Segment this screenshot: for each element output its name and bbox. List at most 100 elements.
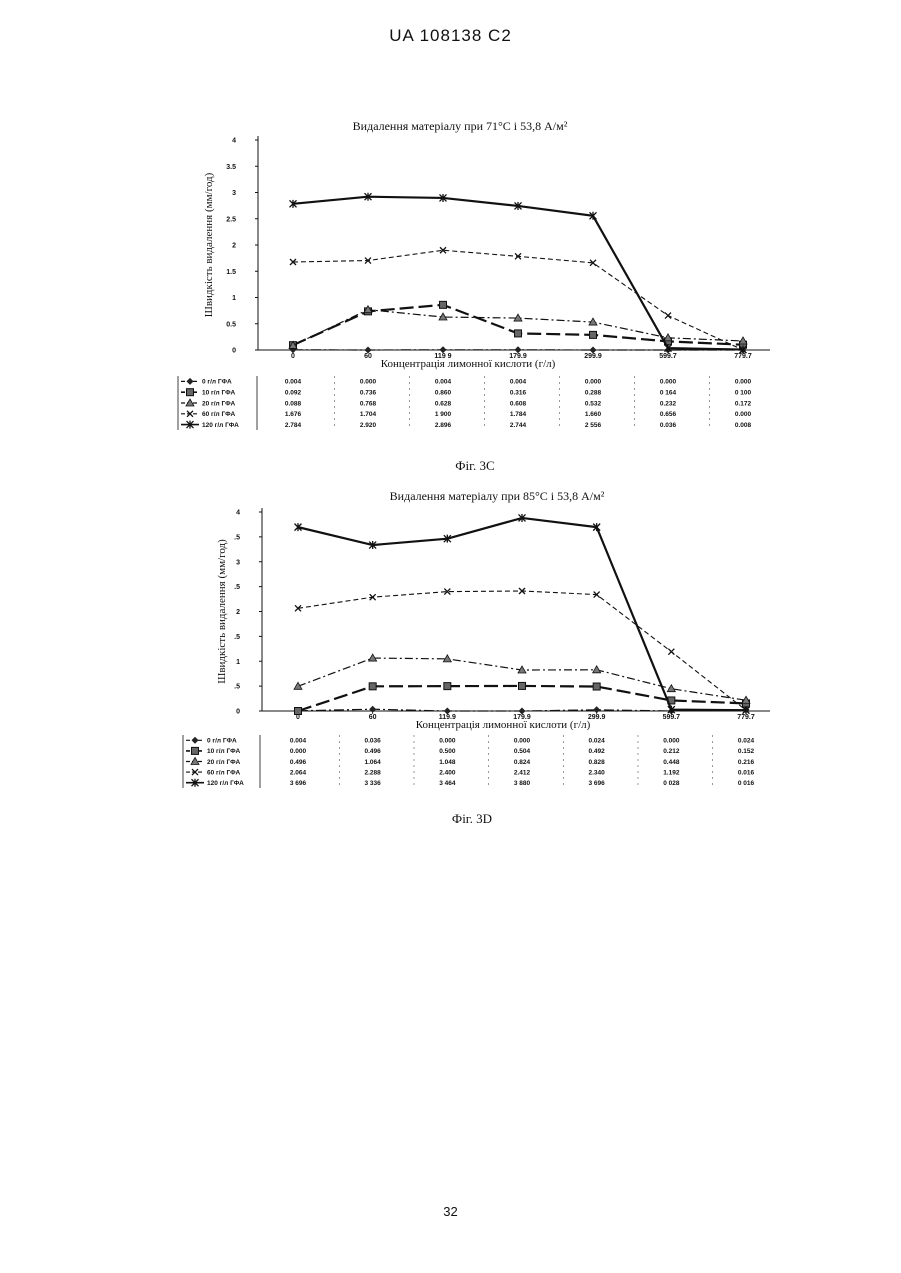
chart1-data-label: 3 336 bbox=[365, 780, 382, 787]
chart1-data-label: 0.212 bbox=[663, 748, 680, 755]
figure-3c: Видалення матеріалу при 71°C і 53,8 А/м²… bbox=[0, 100, 901, 485]
chart0-x-tick-label: 599.7 bbox=[659, 353, 677, 360]
chart0-data-label: 1.676 bbox=[285, 411, 302, 418]
chart0-data-label: 2 556 bbox=[585, 422, 602, 429]
chart0-data-label: 1 900 bbox=[435, 411, 452, 418]
chart0-x-tick-label: 779.7 bbox=[734, 353, 752, 360]
chart1-data-label: 0.036 bbox=[365, 738, 382, 745]
chart1-x-tick-label: 599.7 bbox=[663, 714, 681, 721]
chart0-y-tick-label: 0.5 bbox=[226, 321, 236, 328]
chart0-data-label: 2.744 bbox=[510, 422, 527, 429]
chart1-caption: Фіг. 3D bbox=[452, 811, 492, 826]
chart1-data-label: 0.000 bbox=[290, 748, 307, 755]
chart0-data-label: 1.784 bbox=[510, 411, 527, 418]
chart0-y-axis-label: Швидкість видалення (мм/год) bbox=[203, 172, 215, 317]
chart1-x-tick-label: 0 bbox=[296, 714, 300, 721]
chart0-data-label: 2.920 bbox=[360, 422, 377, 429]
chart0-legend-square-marker bbox=[187, 389, 194, 396]
chart1-point-square-marker bbox=[369, 683, 376, 690]
chart0-data-label: 0 100 bbox=[735, 390, 752, 397]
chart0-data-label: 1.660 bbox=[585, 411, 602, 418]
chart1-data-label: 0.500 bbox=[439, 748, 456, 755]
chart0-data-label: 0.036 bbox=[660, 422, 677, 429]
chart0-data-label: 2.784 bbox=[285, 422, 302, 429]
chart0-legend-entry: 0 г/л ГФА bbox=[181, 378, 232, 386]
chart0-data-label: 0.000 bbox=[660, 379, 677, 386]
patent-header: UA 108138 C2 bbox=[0, 26, 901, 46]
chart0-y-tick-label: 3.5 bbox=[226, 164, 236, 171]
chart0-point-triangle-marker bbox=[739, 337, 747, 344]
chart0-data-label: 0.092 bbox=[285, 390, 302, 397]
chart1-y-tick-label: .5 bbox=[234, 684, 240, 691]
chart1-point-x-marker bbox=[668, 649, 674, 655]
chart1-series-line bbox=[298, 591, 746, 710]
chart1-data-label: 2.400 bbox=[439, 769, 456, 776]
chart1-series-2 bbox=[294, 654, 750, 703]
chart1-data-label: 0.024 bbox=[589, 738, 606, 745]
chart0-x-axis-label: Концентрація лимонної кислоти (г/л) bbox=[381, 358, 556, 370]
chart0-data-label: 0.000 bbox=[585, 379, 602, 386]
chart1-data-label: 0.496 bbox=[290, 759, 307, 766]
chart1-y-tick-label: 3 bbox=[236, 559, 240, 566]
chart0-data-label: 0.000 bbox=[735, 411, 752, 418]
chart1-data-label: 0.496 bbox=[365, 748, 382, 755]
chart1-data-label: 1.192 bbox=[663, 769, 680, 776]
chart0-legend-label: 120 г/л ГФА bbox=[202, 422, 239, 429]
chart1-data-label: 3 464 bbox=[439, 780, 456, 787]
page-number: 32 bbox=[0, 1204, 901, 1219]
chart1-legend-diamond-marker bbox=[192, 737, 199, 744]
chart1-y-tick-label: 0 bbox=[236, 709, 240, 716]
chart0-y-tick-label: 2 bbox=[232, 243, 236, 250]
chart1-data-label: 0.000 bbox=[439, 738, 456, 745]
chart-3d: Видалення матеріалу при 85°C і 53,8 А/м²… bbox=[0, 480, 901, 830]
chart1-data-label: 3 696 bbox=[290, 780, 307, 787]
chart0-y-tick-label: 1 bbox=[232, 295, 236, 302]
chart0-legend-label: 10 г/л ГФА bbox=[202, 390, 236, 397]
chart1-point-square-marker bbox=[519, 682, 526, 689]
chart0-legend-entry: 120 г/л ГФА bbox=[181, 421, 239, 429]
chart1-x-tick-label: 299.9 bbox=[588, 714, 606, 721]
chart1-data-label: 1.064 bbox=[365, 759, 382, 766]
chart-3c: Видалення матеріалу при 71°C і 53,8 А/м²… bbox=[0, 100, 901, 485]
chart1-data-label: 0.492 bbox=[589, 748, 606, 755]
chart0-series-line bbox=[293, 305, 743, 345]
chart1-y-tick-label: .5 bbox=[234, 534, 240, 541]
figure-3d: Видалення матеріалу при 85°C і 53,8 А/м²… bbox=[0, 480, 901, 830]
chart1-data-label: 0.504 bbox=[514, 748, 531, 755]
chart1-series-line bbox=[298, 518, 746, 710]
chart1-data-label: 3 880 bbox=[514, 780, 531, 787]
chart0-legend-label: 60 г/л ГФА bbox=[202, 411, 236, 418]
chart1-point-diamond-marker bbox=[369, 706, 376, 713]
chart0-data-label: 0.172 bbox=[735, 400, 752, 407]
chart0-data-label: 0.608 bbox=[510, 400, 527, 407]
chart1-point-square-marker bbox=[295, 708, 302, 715]
chart0-legend-label: 20 г/л ГФА bbox=[202, 400, 236, 407]
chart1-data-label: 0.216 bbox=[738, 759, 755, 766]
chart1-series-3 bbox=[295, 588, 749, 713]
chart1-data-label: 0.000 bbox=[663, 738, 680, 745]
chart1-data-label: 0 016 bbox=[738, 780, 755, 787]
chart0-data-label: 0.768 bbox=[360, 400, 377, 407]
chart0-series-2 bbox=[289, 306, 747, 349]
chart0-caption: Фіг. 3С bbox=[455, 458, 494, 473]
chart0-point-square-marker bbox=[590, 331, 597, 338]
chart1-point-triangle-marker bbox=[593, 666, 601, 673]
chart1-data-label: 0.004 bbox=[290, 738, 307, 745]
chart0-legend-entry: 20 г/л ГФА bbox=[181, 399, 236, 407]
chart0-point-triangle-marker bbox=[664, 334, 672, 341]
chart1-title: Видалення матеріалу при 85°C і 53,8 А/м² bbox=[390, 489, 605, 503]
chart1-data-label: 2.288 bbox=[365, 769, 382, 776]
chart1-data-label: 0 028 bbox=[663, 780, 680, 787]
chart1-data-label: 0.024 bbox=[738, 738, 755, 745]
chart0-y-tick-label: 0 bbox=[232, 348, 236, 355]
chart0-data-label: 0.000 bbox=[360, 379, 377, 386]
chart1-legend-entry: 120 г/л ГФА bbox=[186, 779, 244, 787]
chart0-data-label: 0.004 bbox=[285, 379, 302, 386]
chart0-data-label: 0.000 bbox=[735, 379, 752, 386]
chart1-legend-label: 0 г/л ГФА bbox=[207, 738, 237, 745]
chart0-data-label: 0.628 bbox=[435, 400, 452, 407]
chart0-data-label: 0.656 bbox=[660, 411, 677, 418]
chart0-x-tick-label: 60 bbox=[364, 353, 372, 360]
chart0-point-square-marker bbox=[515, 330, 522, 337]
chart1-data-label: 0.000 bbox=[514, 738, 531, 745]
